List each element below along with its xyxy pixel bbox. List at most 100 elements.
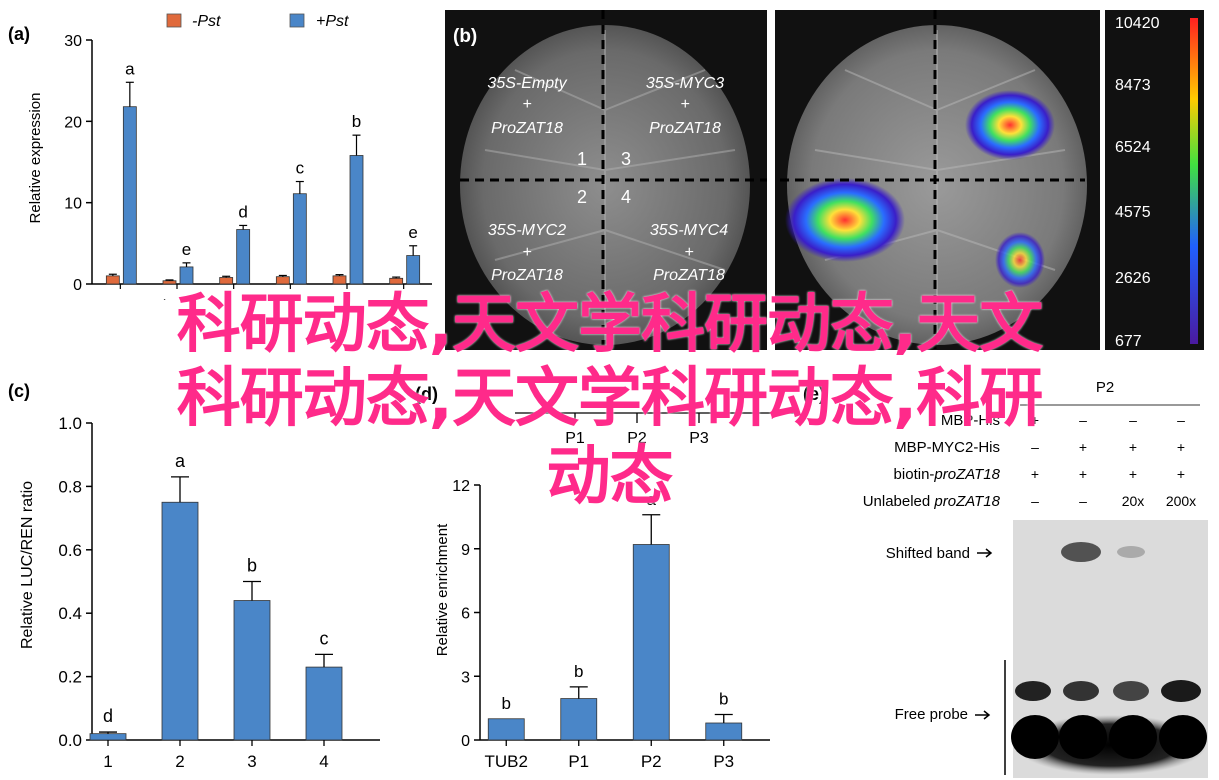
shifted-band-arrow-icon — [977, 548, 993, 558]
e-lane-value: 200x — [1166, 493, 1196, 509]
row-unlabeled-label: Unlabeled proZAT18 — [863, 493, 1001, 510]
luminescence-spot-myc2 — [785, 178, 905, 262]
panel-c-label: (c) — [8, 381, 30, 401]
quad1-line3: ProZAT18 — [491, 120, 563, 137]
c-ytick-label: 0.2 — [58, 668, 82, 687]
legend-a: -Pst +Pst — [166, 13, 349, 30]
row-biotin-label: biotin-proZAT18 — [894, 466, 1001, 483]
d-xtick-label: P2 — [641, 752, 662, 771]
e-lane-value: + — [1031, 466, 1039, 482]
d-ytick-label: 12 — [452, 478, 470, 495]
luminescence-spot-myc4 — [995, 232, 1045, 288]
d-xtick-label: TUB2 — [485, 752, 528, 771]
c-xtick-label: 1 — [103, 752, 112, 771]
colorbar-svg: 10420 8473 6524 4575 2626 677 — [1115, 15, 1198, 350]
shifted-band-label: Shifted band — [886, 545, 970, 562]
free-probe-main-lane4 — [1159, 715, 1207, 759]
row-biotin-em: proZAT18 — [933, 466, 1000, 483]
quad4-line1: 35S-MYC4 — [650, 222, 728, 239]
free-probe-band-lane1 — [1015, 681, 1051, 701]
panel-a-ylabel: Relative expression — [27, 93, 44, 224]
d-xtick-label: P3 — [713, 752, 734, 771]
a-sig-letter: e — [408, 223, 417, 242]
c-sig-letter: d — [103, 706, 113, 726]
e-lane-value: – — [1129, 412, 1137, 428]
a-bar — [389, 277, 404, 285]
free-probe-band-lane4 — [1161, 680, 1201, 702]
panel-c-chart: (c) Relative LUC/REN ratio 0.0 0.2 0.4 0.6 0… — [8, 381, 380, 771]
d-ytick-label: 9 — [461, 542, 470, 559]
a-sig-letter: a — [125, 59, 135, 78]
d-ytick-label: 6 — [461, 606, 470, 623]
d-ytick-label: 0 — [461, 733, 470, 750]
c-sig-letter: a — [175, 451, 186, 471]
row-mbp-his-label: MBP-His — [941, 412, 1000, 429]
quad2-line1: 35S-MYC3 — [646, 75, 724, 92]
legend-minus-pst-swatch — [166, 13, 182, 28]
a-xtick-label: myc3 — [252, 297, 289, 300]
panel-a-label: (a) — [8, 24, 30, 44]
free-probe-band-lane3 — [1113, 681, 1149, 701]
panel-b-svg: (b) 35S-Empty + ProZAT18 35S-MYC3 + ProZ… — [445, 10, 1100, 350]
colorbar-tick-677: 677 — [1115, 333, 1142, 350]
d-bar — [560, 698, 598, 741]
e-lane-value: 20x — [1122, 493, 1145, 509]
row-unlabeled-prefix: Unlabeled — [863, 493, 935, 510]
c-bar — [233, 600, 271, 741]
e-lane-value: + — [1129, 466, 1137, 482]
quad3-line2: + — [522, 244, 531, 261]
a-bar — [275, 276, 290, 285]
a-bar — [179, 266, 194, 285]
free-probe-main-lane3 — [1109, 715, 1157, 759]
d-ytick-label: 3 — [461, 669, 470, 686]
c-ytick-label: 0.0 — [58, 731, 82, 750]
free-probe-main-lane1 — [1011, 715, 1059, 759]
d-top-label: P1 — [565, 430, 585, 447]
c-ytick-label: 0.6 — [58, 541, 82, 560]
colorbar: 10420 8473 6524 4575 2626 677 — [1105, 10, 1204, 350]
c-sig-letter: b — [247, 556, 257, 576]
c-ytick-label: 1.0 — [58, 414, 82, 433]
panel-b-images: (b) 35S-Empty + ProZAT18 35S-MYC3 + ProZ… — [445, 10, 1100, 350]
a-xtick-label: myc2,my — [348, 296, 403, 300]
d-bar — [487, 718, 525, 741]
colorbar-tick-10420: 10420 — [1115, 15, 1160, 32]
legend-plus-pst-swatch — [289, 13, 305, 28]
e-lane-value: – — [1031, 493, 1039, 509]
a-bar — [122, 106, 137, 285]
quad3-line1: 35S-MYC2 — [488, 222, 566, 239]
d-top-label: P2 — [627, 430, 647, 447]
c-xtick-label: 4 — [319, 752, 328, 771]
luminescence-spot-myc3 — [965, 90, 1055, 160]
d-bar — [632, 544, 670, 741]
panel-e-label: (e) — [803, 384, 825, 404]
a-ytick-label: 10 — [64, 196, 82, 213]
quad-number-2: 2 — [577, 187, 587, 207]
quad2-line3: ProZAT18 — [649, 120, 721, 137]
e-lane-value: – — [1177, 412, 1185, 428]
c-bar — [305, 666, 343, 741]
legend-plus-pst-label: +Pst — [316, 13, 349, 30]
a-sig-letter: e — [182, 240, 191, 259]
a-bar — [236, 229, 251, 285]
a-ytick-label: 0 — [73, 277, 82, 294]
a-bar — [406, 255, 421, 285]
d-top-label: P3 — [689, 430, 709, 447]
d-sig-letter: b — [574, 662, 583, 681]
a-bar — [105, 275, 120, 285]
e-lane-value: – — [1079, 412, 1087, 428]
panel-d-chart: (d) Relative enrichment 0 3 6 9 12 b TUB2 b P1 a P… — [415, 384, 795, 771]
e-lane-value: + — [1031, 412, 1039, 428]
free-probe-arrow-icon — [975, 710, 991, 720]
a-bar — [292, 193, 307, 285]
free-probe-main-lane2 — [1059, 715, 1107, 759]
row-unlabeled-em: proZAT18 — [933, 493, 1000, 510]
quad4-line2: + — [684, 244, 693, 261]
c-ytick-label: 0.4 — [58, 604, 82, 623]
leaf-left-veins — [484, 30, 736, 340]
quad1-line1: 35S-Empty — [487, 75, 567, 92]
lane-header-p2: P2 — [1096, 379, 1114, 396]
quad-number-3: 3 — [621, 149, 631, 169]
legend-minus-pst-label: -Pst — [192, 13, 221, 30]
panel-c-ylabel: Relative LUC/REN ratio — [19, 481, 36, 649]
